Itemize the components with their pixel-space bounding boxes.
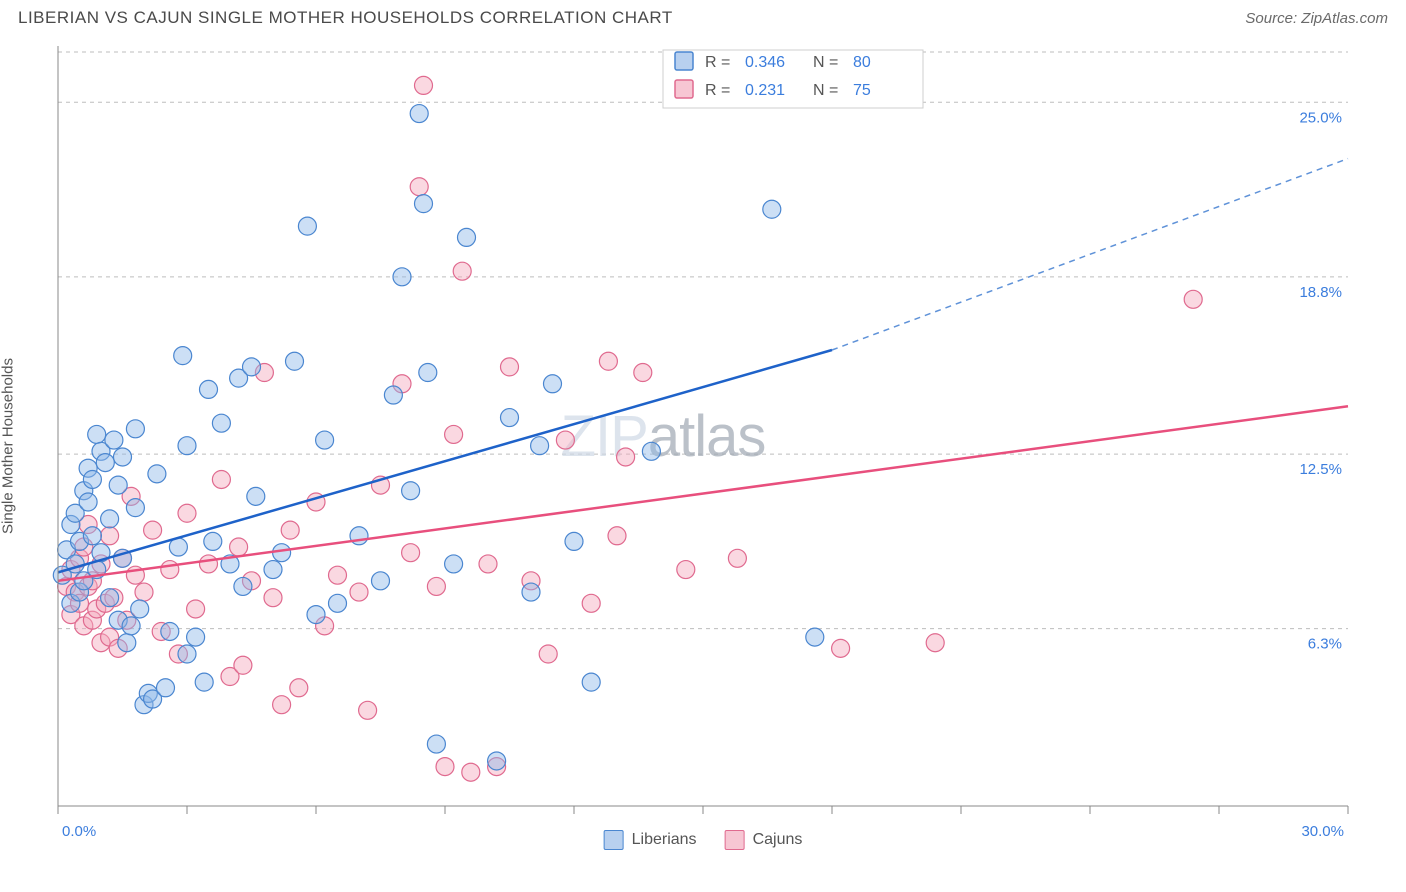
chart-container: Single Mother Households 6.3%12.5%18.8%2… — [18, 36, 1388, 856]
svg-text:N =: N = — [813, 82, 838, 99]
bottom-legend: Liberians Cajuns — [604, 830, 803, 850]
svg-text:75: 75 — [853, 82, 871, 99]
svg-text:18.8%: 18.8% — [1299, 284, 1342, 301]
svg-text:R =: R = — [705, 82, 730, 99]
svg-text:N =: N = — [813, 54, 838, 71]
svg-text:0.0%: 0.0% — [62, 823, 96, 840]
svg-text:0.231: 0.231 — [745, 82, 785, 99]
svg-text:ZIPatlas: ZIPatlas — [561, 404, 766, 469]
scatter-chart: 6.3% 12.5% 18.8% 25.0% ZIPatlas 0.0% 30.0% R = 0… — [18, 36, 1388, 856]
swatch-blue — [604, 830, 624, 850]
svg-text:R =: R = — [705, 54, 730, 71]
svg-text:80: 80 — [853, 54, 871, 71]
swatch-pink — [725, 830, 745, 850]
legend-item-cajuns: Cajuns — [725, 830, 803, 850]
svg-text:12.5%: 12.5% — [1299, 461, 1342, 478]
y-axis-label: Single Mother Households — [0, 358, 17, 534]
svg-text:6.3%: 6.3% — [1308, 636, 1342, 653]
chart-source: Source: ZipAtlas.com — [1245, 10, 1388, 27]
chart-header: LIBERIAN VS CAJUN SINGLE MOTHER HOUSEHOL… — [0, 0, 1406, 32]
svg-text:30.0%: 30.0% — [1301, 823, 1344, 840]
svg-text:25.0%: 25.0% — [1299, 109, 1342, 126]
chart-title: LIBERIAN VS CAJUN SINGLE MOTHER HOUSEHOL… — [18, 8, 673, 28]
legend-item-liberians: Liberians — [604, 830, 697, 850]
svg-text:0.346: 0.346 — [745, 54, 785, 71]
